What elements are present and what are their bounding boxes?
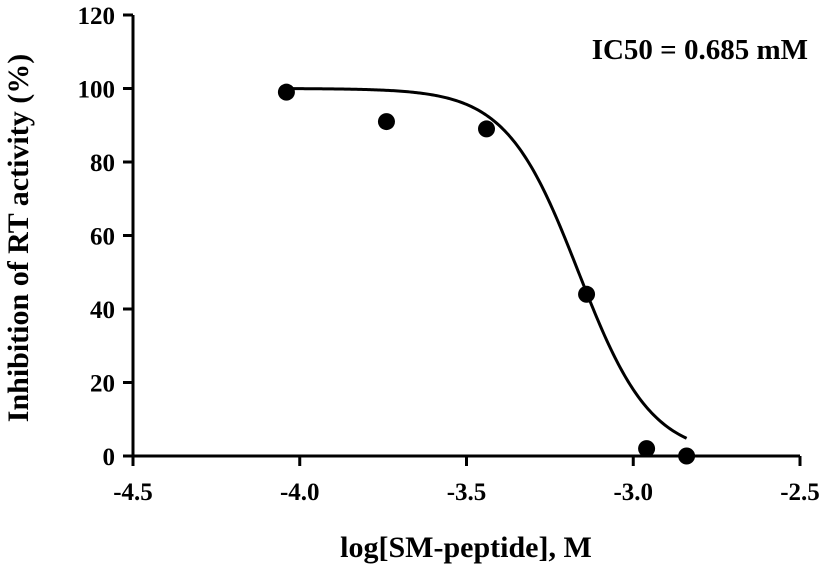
y-tick-label: 120 bbox=[78, 3, 116, 30]
fit-curve bbox=[286, 87, 688, 440]
x-tick-label: -3.5 bbox=[447, 479, 487, 506]
data-point bbox=[277, 83, 295, 101]
y-axis-title: Inhibition of RT activity (%) bbox=[2, 54, 35, 422]
data-point bbox=[638, 440, 656, 458]
data-points bbox=[277, 83, 696, 465]
y-axis-ticks: 0 20 40 60 80 100 120 bbox=[78, 3, 133, 471]
x-tick-label: -3.0 bbox=[613, 479, 653, 506]
y-tick-label: 60 bbox=[90, 224, 115, 251]
fit-curve-layer bbox=[286, 87, 688, 440]
y-tick-label: 40 bbox=[90, 297, 115, 324]
y-tick-label: 20 bbox=[90, 371, 115, 398]
x-tick-label: -2.5 bbox=[780, 479, 820, 506]
x-tick-label: -4.0 bbox=[280, 479, 320, 506]
axes bbox=[131, 15, 800, 458]
ic50-annotation: IC50 = 0.685 mM bbox=[592, 34, 808, 66]
x-axis-title: log[SM-peptide], M bbox=[340, 531, 592, 564]
y-tick-label: 100 bbox=[78, 77, 116, 104]
data-point bbox=[478, 120, 496, 138]
y-tick-label: 0 bbox=[103, 444, 116, 471]
x-axis-ticks: -4.5 -4.0 -3.5 -3.0 -2.5 bbox=[113, 456, 820, 506]
data-point bbox=[377, 113, 395, 131]
data-point bbox=[578, 285, 596, 303]
x-tick-label: -4.5 bbox=[113, 479, 153, 506]
y-tick-label: 80 bbox=[90, 150, 115, 177]
data-point bbox=[678, 447, 696, 465]
